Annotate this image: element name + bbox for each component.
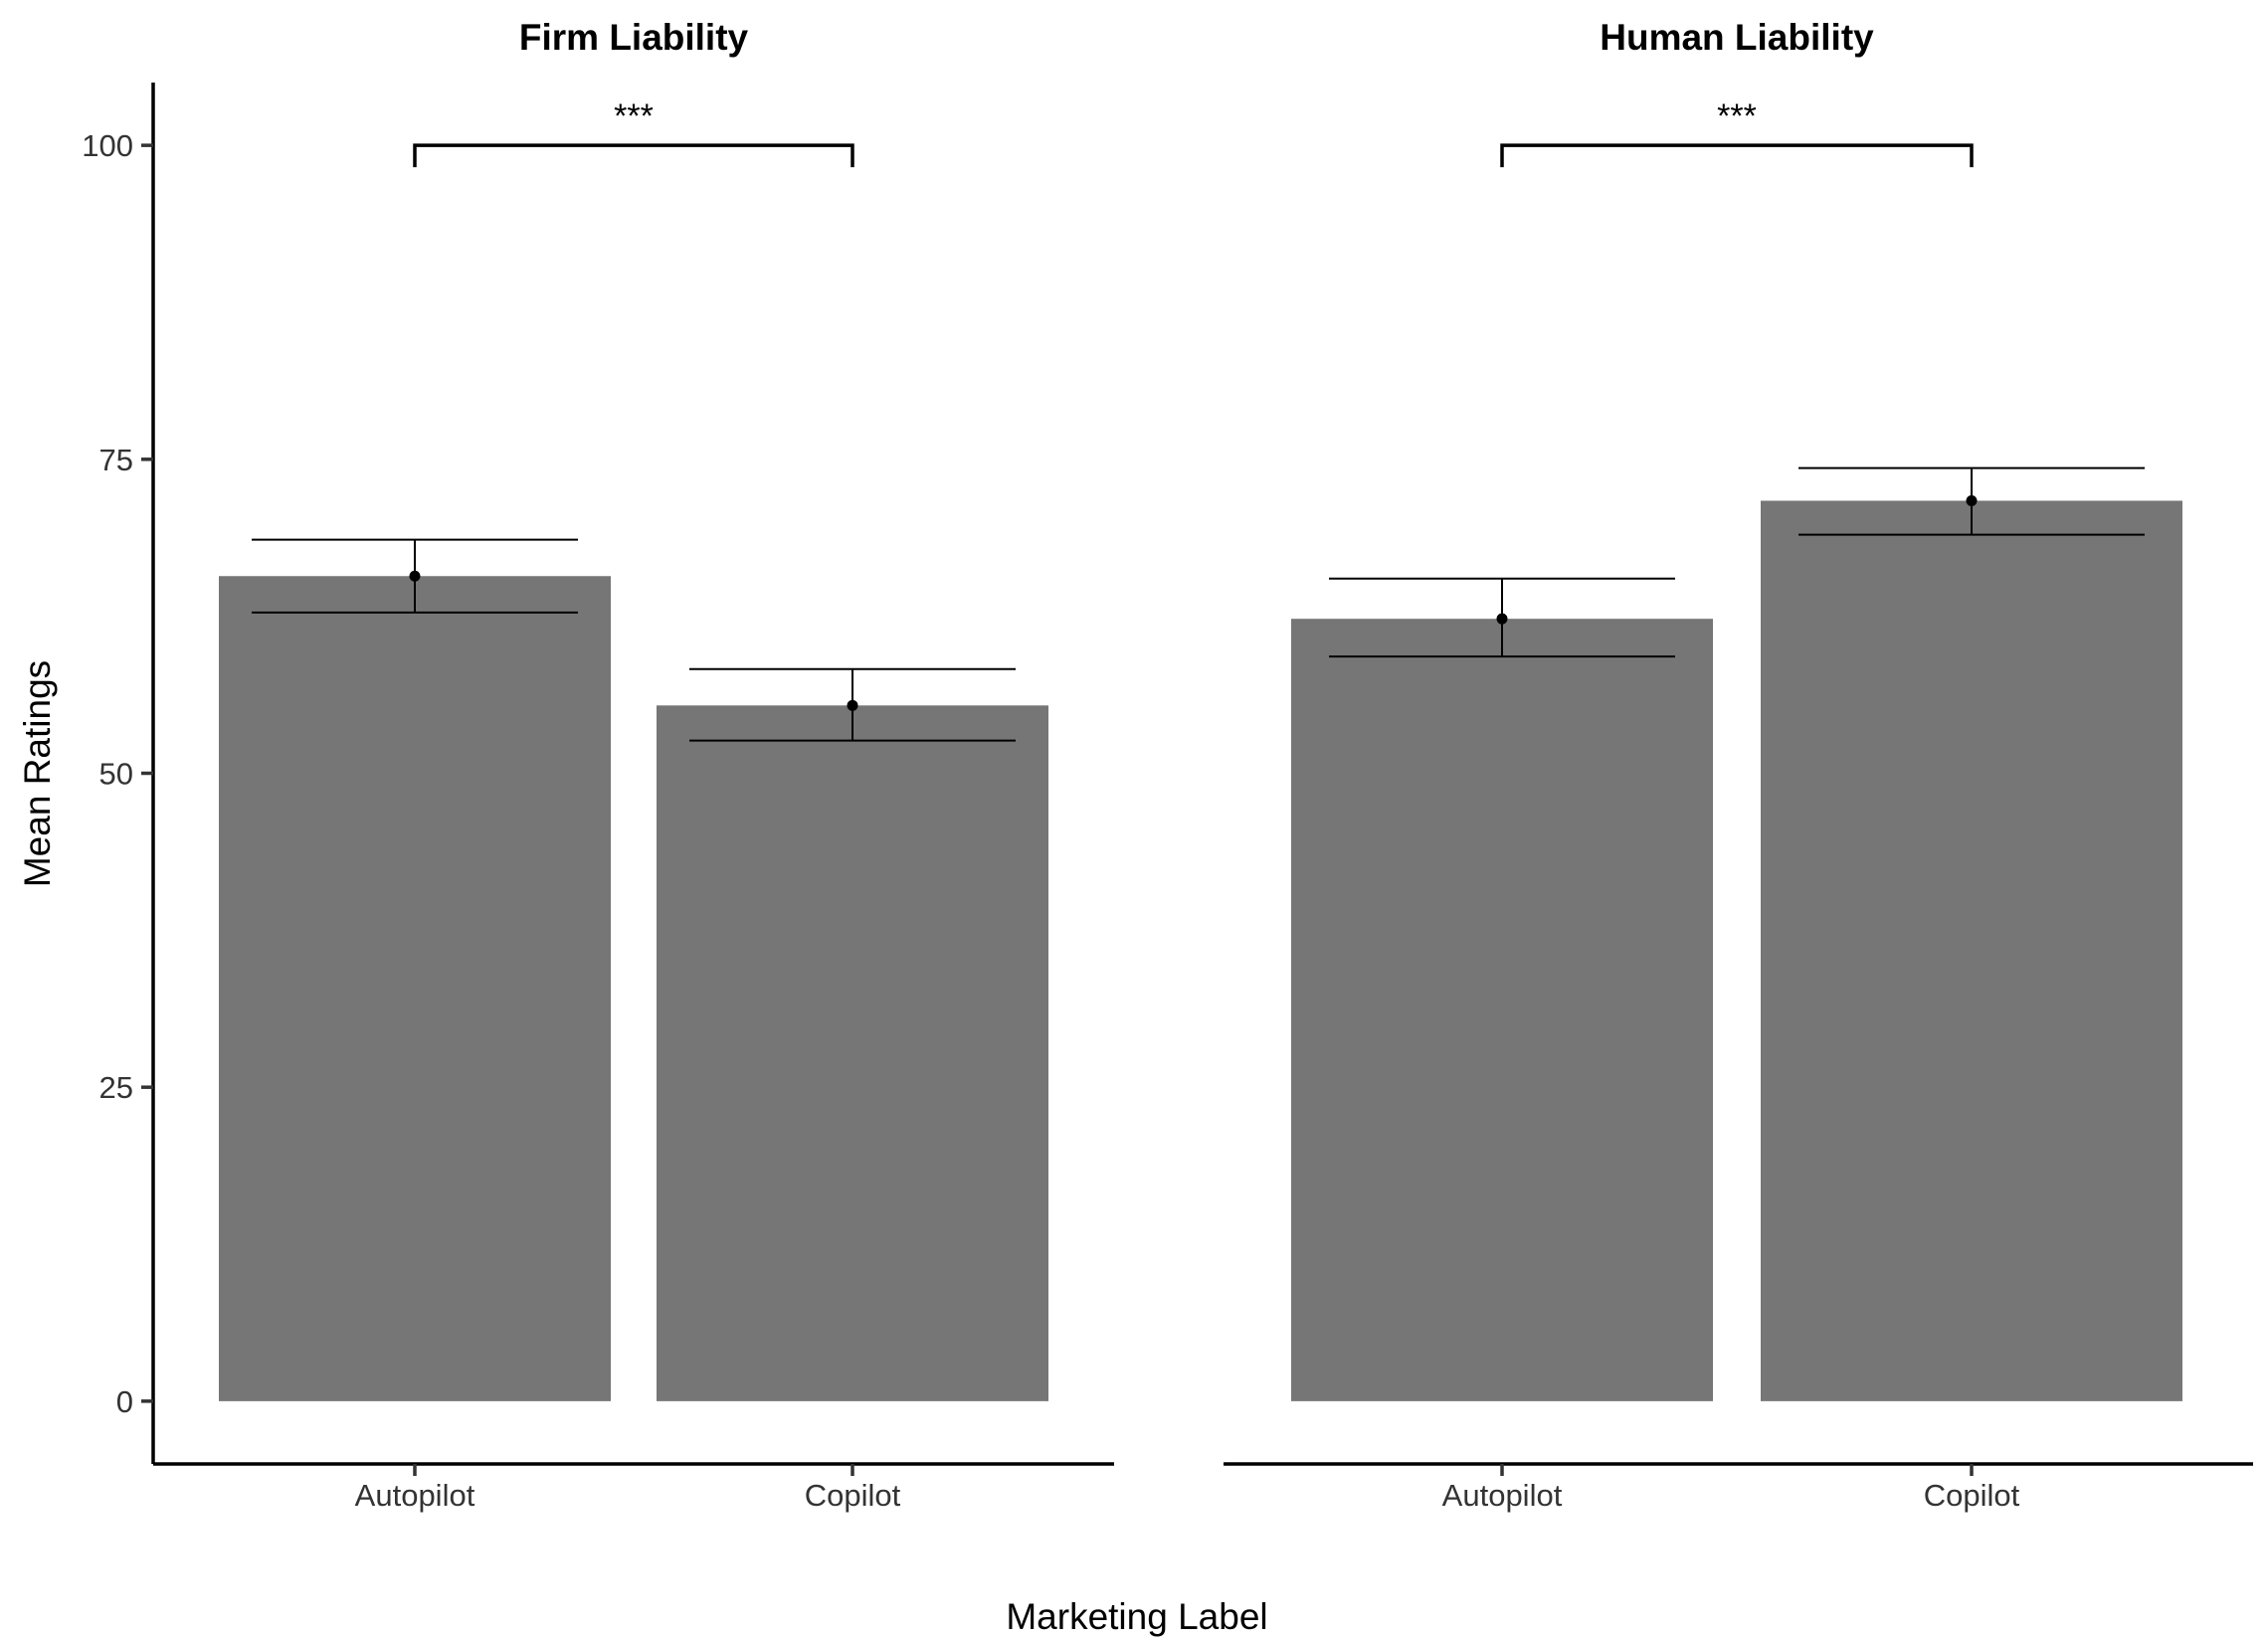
y-tick-label: 75 [99,443,133,477]
x-tick-label: Copilot [1924,1478,2020,1513]
x-axis-title: Marketing Label [1006,1596,1267,1637]
x-tick-label: Autopilot [355,1478,475,1513]
y-tick-label: 50 [99,757,133,792]
mean-point [1966,494,1978,506]
mean-point [847,699,858,711]
x-tick-label: Copilot [805,1478,901,1513]
mean-point [409,570,421,582]
panel-1: Firm Liability *** Autopilot Copilot [153,17,1114,1513]
significance-label: *** [614,97,654,135]
significance-bracket [1500,143,1974,168]
mean-point [1496,613,1508,625]
panel-title: Firm Liability [519,17,749,58]
bar [657,705,1048,1401]
bar [1291,619,1713,1401]
panels: 0 25 50 75 100 Firm Liability *** Autopilot Copi… [82,17,2253,1513]
x-tick-label: Autopilot [1442,1478,1563,1513]
significance-bracket [413,143,854,168]
bar [219,576,611,1401]
panel-title: Human Liability [1600,17,1874,58]
panel-2: Human Liability *** Autopilot Copilot [1224,17,2253,1513]
y-tick-label: 0 [116,1384,133,1419]
significance-label: *** [1717,97,1757,135]
bar [1761,500,2182,1401]
y-axis-title: Mean Ratings [17,660,58,887]
y-tick-label: 25 [99,1070,133,1105]
y-tick-label: 100 [82,128,133,163]
